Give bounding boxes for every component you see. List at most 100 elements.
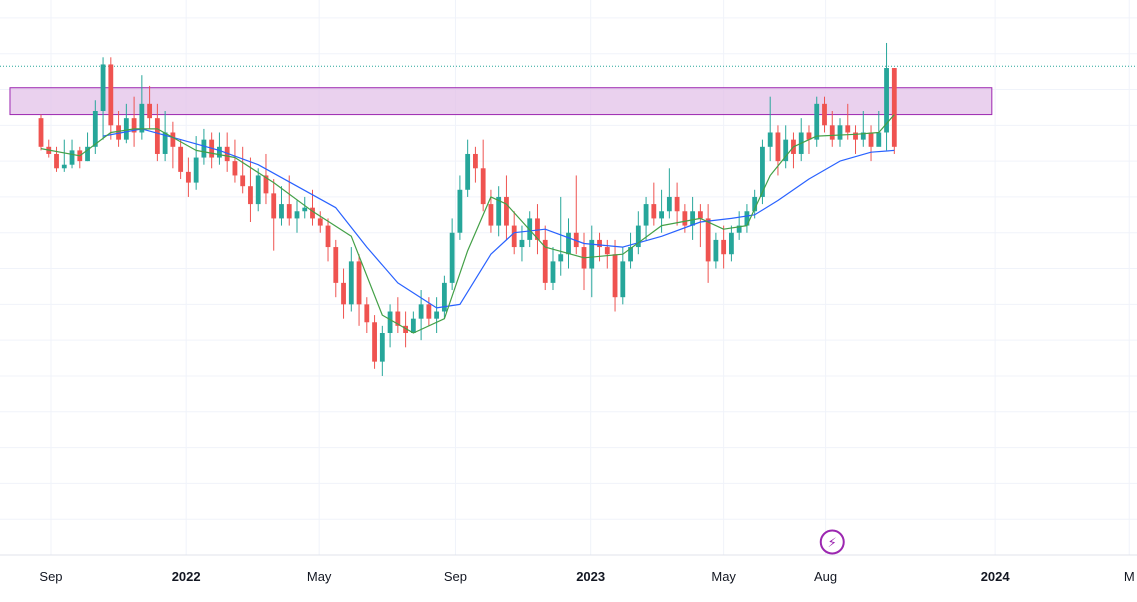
candle-body [465,153,471,190]
candle-up [589,225,595,298]
candle-body [92,111,98,147]
candle-body [426,304,432,319]
candle-body [666,196,672,212]
candle-body [325,225,331,248]
candle-down [721,225,727,269]
candle-body [814,103,820,140]
candle-body [441,282,447,312]
candle-down [310,189,315,226]
candle-down [891,68,897,154]
candle-down [341,268,346,319]
candle-down [535,204,540,255]
candle-body [286,204,292,219]
candle-body [853,132,858,140]
candle-body [488,204,494,226]
candle-body [116,125,121,140]
candle-down [426,297,432,326]
candle-up [876,111,882,147]
candle-body [628,247,633,262]
candle-body [876,132,882,147]
candle-body [496,196,502,226]
x-tick-label: 2022 [172,569,201,584]
candle-body [403,325,409,333]
candle-body [659,211,664,219]
candle-down [395,297,401,333]
candle-body [294,211,300,219]
lightning-glyph: ⚡ [828,536,837,551]
candle-down [333,239,339,298]
event-layer[interactable]: ⚡ [819,529,845,555]
candle-body [379,333,385,362]
x-tick-label: May [307,569,332,584]
candle-down [232,139,238,183]
candle-body [643,204,649,226]
candle-body [705,218,711,262]
candle-body [612,254,618,298]
candle-body [310,207,315,219]
candle-down [542,225,548,291]
candle-body [535,218,540,240]
candle-body [387,311,393,333]
candle-body [154,118,160,154]
candle-body [356,261,362,305]
candle-up [643,196,649,240]
candle-up [457,175,463,240]
candle-body [395,311,401,326]
lightning-event-icon[interactable]: ⚡ [819,529,845,555]
candle-body [860,132,866,140]
candle-down [209,132,215,169]
candle-body [635,225,641,248]
candle-up [884,42,889,151]
candle-body [697,211,703,219]
x-tick-label: Sep [444,569,467,584]
event-icon-ring [819,529,845,555]
candle-body [147,103,153,119]
candle-down [853,125,858,154]
x-tick-label: 2024 [981,569,1011,584]
candle-down [573,175,579,255]
candle-down [317,211,323,233]
candle-body [728,232,734,255]
moving-average-fast [40,114,895,334]
candle-down [822,96,827,133]
candle-up [860,111,866,147]
x-tick-label: May [711,569,736,584]
candle-body [255,175,261,205]
candle-down [286,175,292,226]
candle-down [829,111,835,147]
candle-up [666,168,672,219]
candle-body [248,186,253,205]
candle-down [473,146,478,183]
candle-down [488,189,494,233]
time-axis: Sep 2022 May Sep 2023 May Aug 2024 M [0,554,1137,584]
candle-body [302,207,308,212]
candle-up [744,204,750,233]
candle-up [690,196,696,240]
candle-body [38,118,44,147]
candle-body [232,161,238,176]
candle-up [193,136,199,190]
candle-body [123,118,129,140]
candle-body [434,311,440,319]
candle-down [697,204,703,248]
candle-up [628,232,633,269]
candle-body [364,304,370,323]
candle-down [185,157,191,197]
candle-body [240,175,246,187]
candle-body [597,239,602,248]
candle-body [504,196,509,226]
candle-up [465,139,471,197]
candle-body [744,211,750,226]
candle-down [604,239,610,269]
candle-body [822,103,827,126]
candle-body [193,157,199,183]
candle-body [224,146,230,162]
candle-body [760,146,765,197]
x-tick-label: 2023 [576,569,605,584]
candle-down [178,139,184,180]
candle-body [713,239,719,262]
candle-body [178,146,184,172]
candle-down [403,311,409,348]
